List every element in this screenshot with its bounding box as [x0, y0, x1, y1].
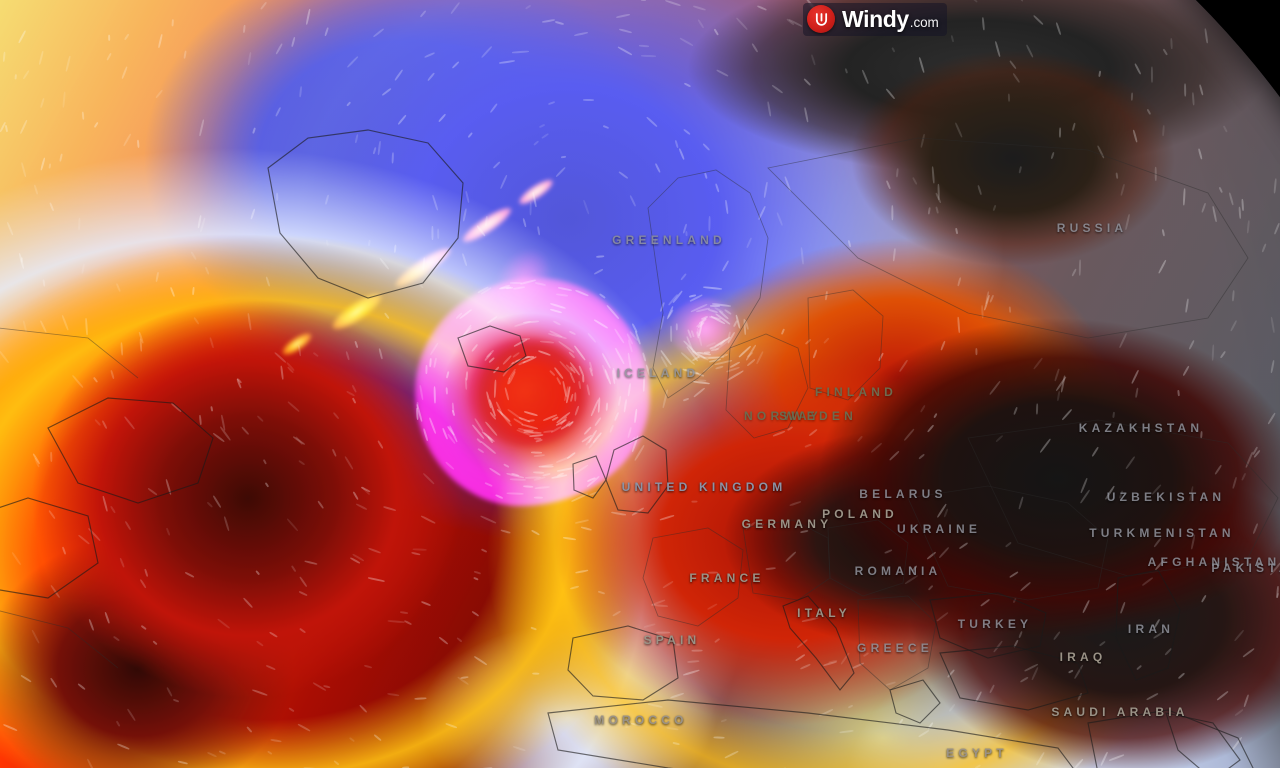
windy-logo[interactable]: Windy .com: [803, 3, 947, 36]
brand-name: Windy: [842, 5, 909, 32]
brand-suffix: .com: [909, 14, 939, 30]
windy-wave-logo-icon: [807, 5, 835, 33]
windy-wordmark: Windy .com: [842, 5, 939, 32]
